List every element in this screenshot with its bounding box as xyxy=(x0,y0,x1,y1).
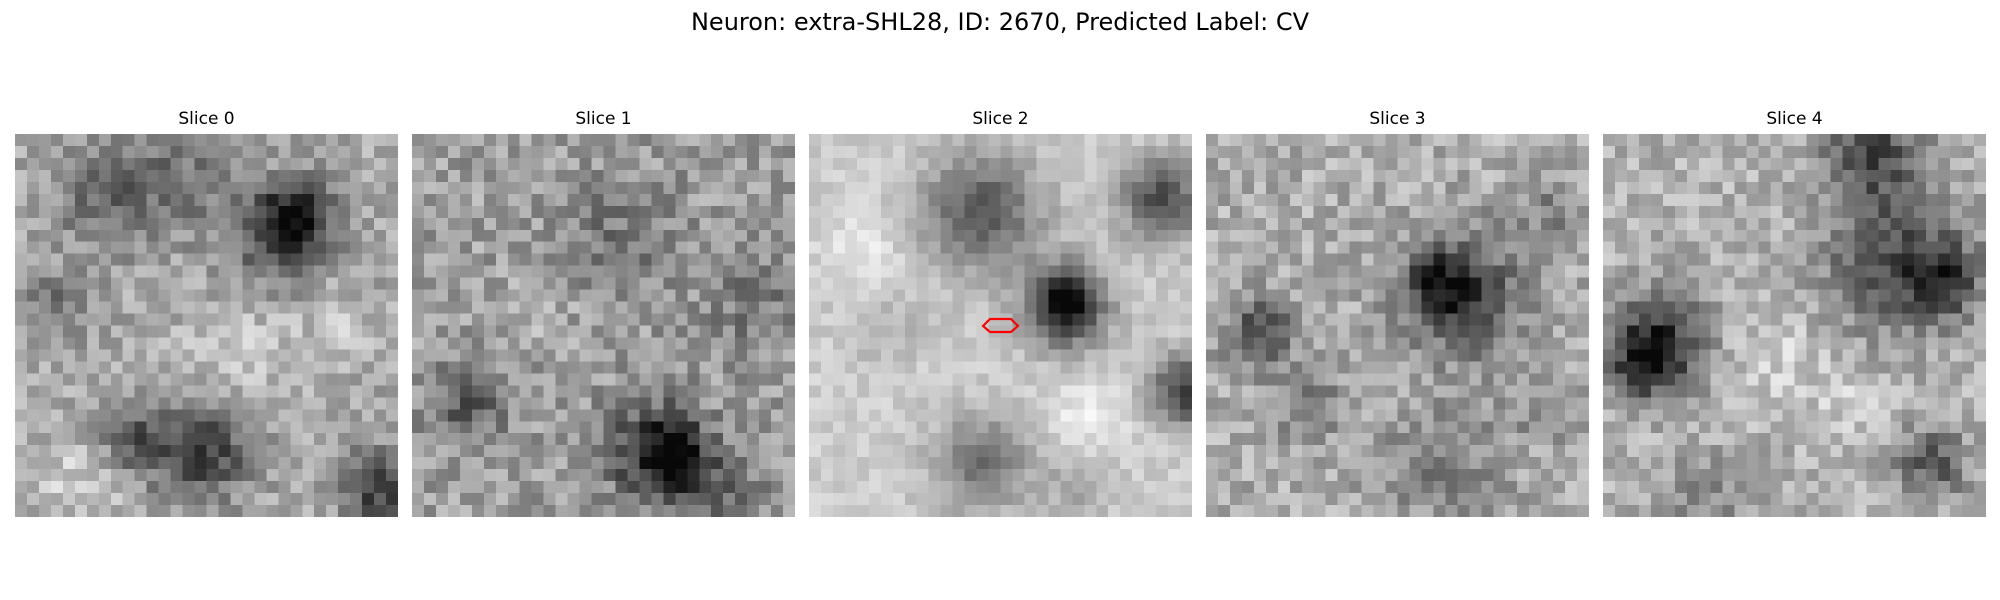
slice-0-image xyxy=(15,134,398,517)
slice-1-title: Slice 1 xyxy=(575,109,632,129)
slice-4-image xyxy=(1603,134,1986,517)
slice-3-image xyxy=(1206,134,1589,517)
slice-4-title: Slice 4 xyxy=(1766,109,1823,129)
figure-title: Neuron: extra-SHL28, ID: 2670, Predicted… xyxy=(690,8,1310,36)
slice-2-title: Slice 2 xyxy=(972,109,1029,129)
slice-2-image xyxy=(809,134,1192,517)
slice-0-title: Slice 0 xyxy=(178,109,235,129)
slice-3-title: Slice 3 xyxy=(1369,109,1426,129)
slice-1-image xyxy=(412,134,795,517)
